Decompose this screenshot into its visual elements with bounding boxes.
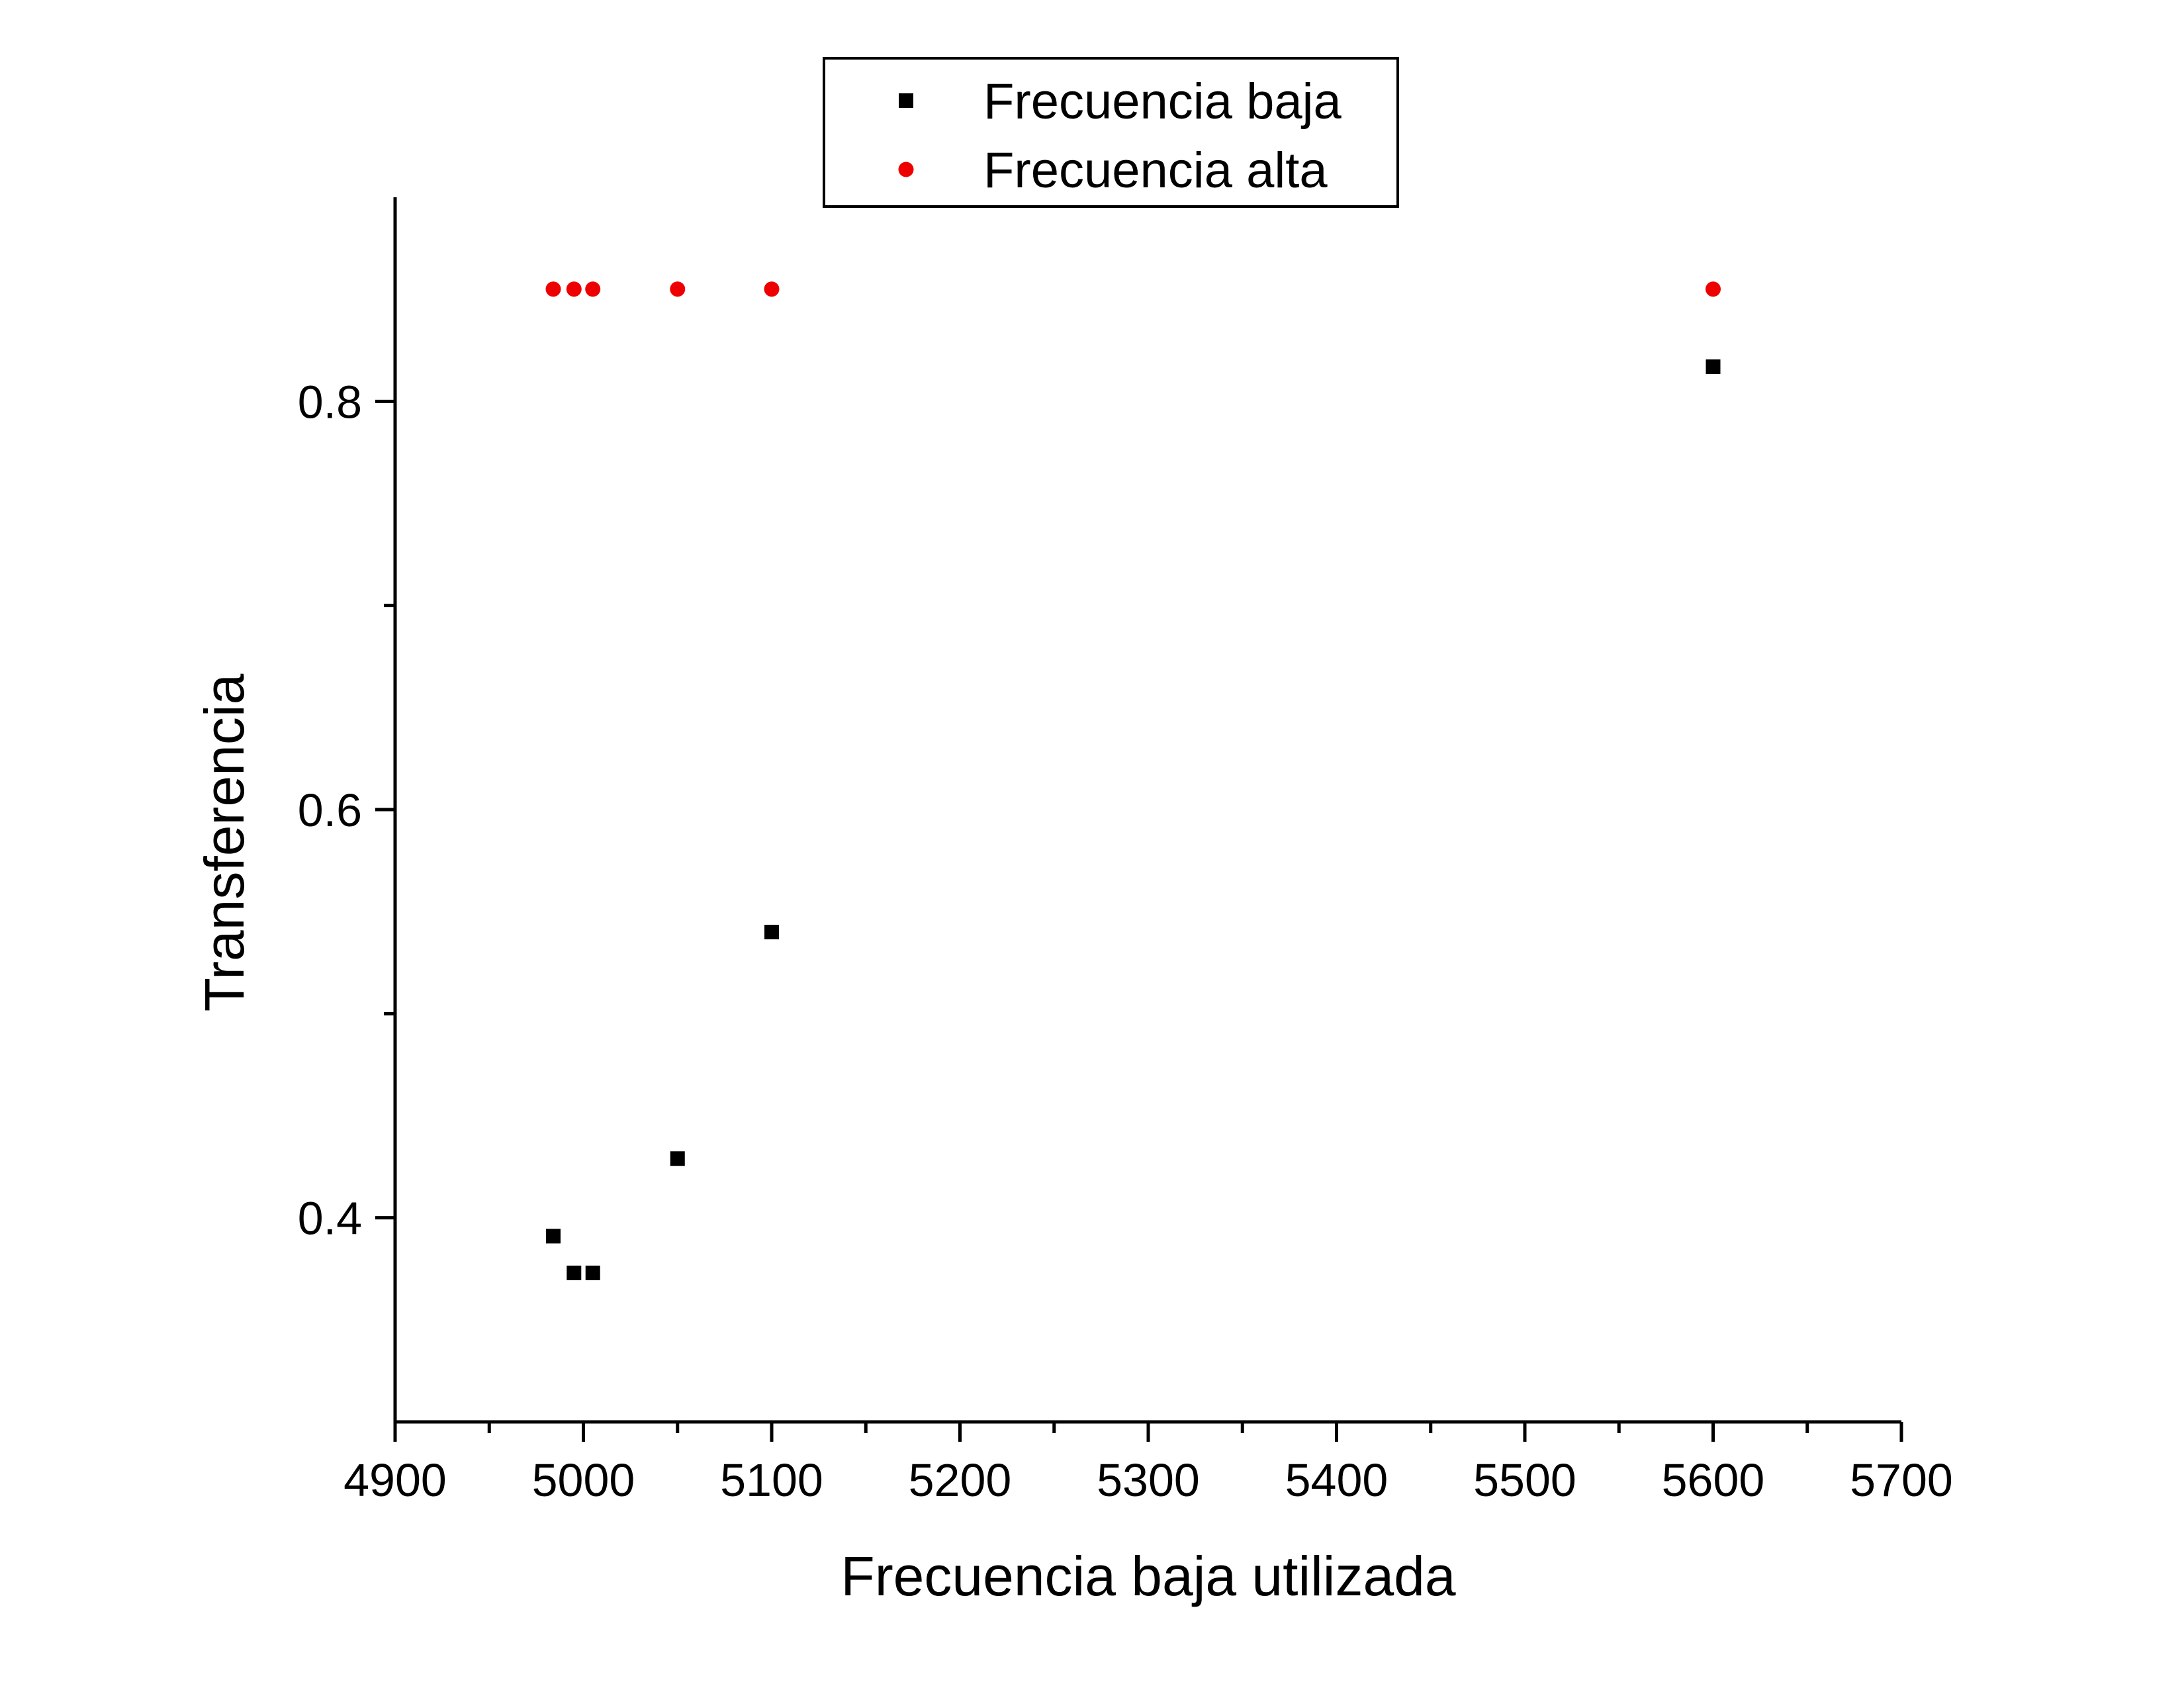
x-tick-label: 5500 <box>1473 1454 1576 1506</box>
point-frecuencia-baja <box>585 1265 600 1280</box>
legend-label-frecuencia-alta: Frecuencia alta <box>983 142 1328 199</box>
x-tick-label: 5400 <box>1285 1454 1388 1506</box>
x-tick-label: 5300 <box>1097 1454 1200 1506</box>
x-axis-ticks: 4900 5000 5100 5200 5300 5400 5500 5600 5700 <box>343 1422 1953 1506</box>
point-frecuencia-alta <box>585 281 601 297</box>
point-frecuencia-baja <box>764 925 779 939</box>
x-tick-label: 5100 <box>720 1454 823 1506</box>
point-frecuencia-alta <box>764 281 780 297</box>
point-frecuencia-alta <box>545 281 561 297</box>
x-tick-label: 4900 <box>343 1454 447 1506</box>
axes: 4900 5000 5100 5200 5300 5400 5500 5600 5700 0.4… <box>298 197 1953 1506</box>
point-frecuencia-baja <box>567 1265 582 1280</box>
x-tick-label: 5700 <box>1850 1454 1953 1506</box>
y-tick-label: 0.4 <box>298 1193 362 1244</box>
y-axis-ticks: 0.4 0.6 0.8 <box>298 376 395 1244</box>
legend: Frecuencia baja Frecuencia alta <box>823 57 1399 208</box>
point-frecuencia-alta <box>670 281 686 297</box>
y-axis-title: Transferencia <box>193 674 255 1012</box>
legend-marker-frecuencia-alta <box>898 162 914 177</box>
legend-box <box>823 57 1399 208</box>
data-points <box>545 281 1721 1280</box>
x-tick-label: 5200 <box>909 1454 1012 1506</box>
y-tick-label: 0.8 <box>298 376 362 428</box>
point-frecuencia-alta <box>566 281 582 297</box>
x-tick-label: 5600 <box>1662 1454 1765 1506</box>
point-frecuencia-baja <box>545 1229 561 1244</box>
legend-label-frecuencia-baja: Frecuencia baja <box>983 73 1342 130</box>
legend-marker-frecuencia-baja <box>899 93 913 108</box>
x-tick-label: 5000 <box>532 1454 635 1506</box>
x-axis-title: Frecuencia baja utilizada <box>841 1545 1455 1607</box>
point-frecuencia-baja <box>670 1151 685 1166</box>
point-frecuencia-baja <box>1706 359 1721 374</box>
point-frecuencia-alta <box>1706 281 1721 297</box>
y-tick-label: 0.6 <box>298 784 362 836</box>
